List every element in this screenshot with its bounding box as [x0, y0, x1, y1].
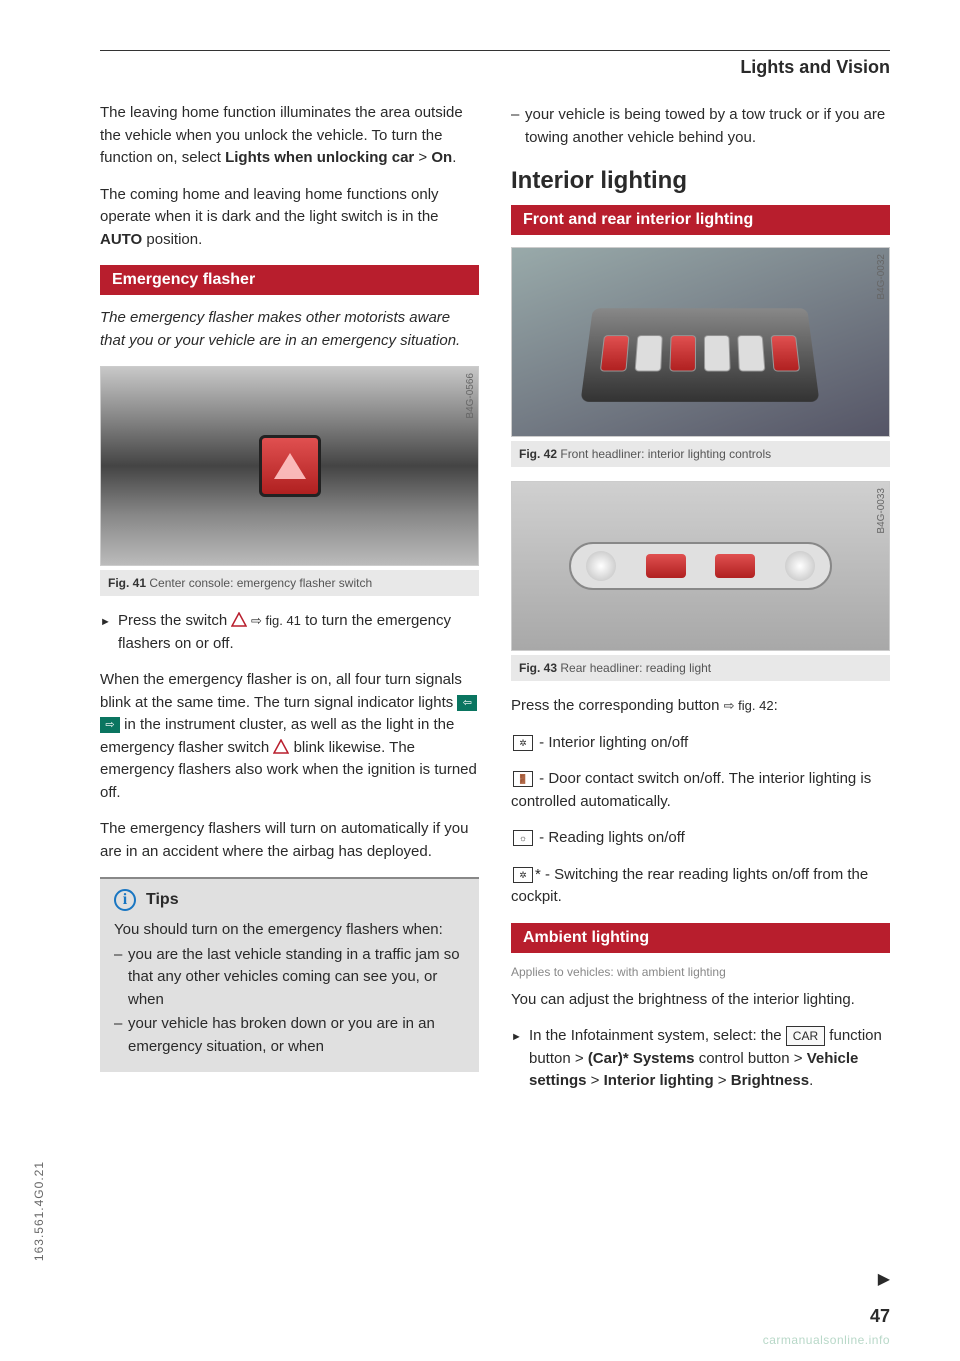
- lighting-option: ✲ - Interior lighting on/off: [511, 732, 890, 755]
- console-button-graphic: [670, 335, 697, 371]
- rear-console-graphic: [569, 542, 833, 590]
- text: >: [414, 149, 431, 166]
- console-button-graphic: [635, 335, 663, 371]
- bold-text: Interior lighting: [604, 1072, 714, 1089]
- hazard-button-graphic: [259, 435, 321, 497]
- press-button-paragraph: Press the corresponding button ⇨ fig. 42…: [511, 695, 890, 718]
- console-button-graphic: [704, 335, 731, 371]
- figure-41-caption: Fig. 41 Center console: emergency flashe…: [100, 570, 479, 596]
- figure-watermark: B4G-0032: [876, 254, 887, 300]
- text: Press the switch: [118, 612, 231, 629]
- infotainment-step: In the Infotainment system, select: the …: [511, 1025, 890, 1093]
- text: - Interior lighting on/off: [535, 734, 688, 751]
- interior-lighting-heading: Interior lighting: [511, 167, 890, 195]
- text: The coming home and leaving home functio…: [100, 186, 439, 226]
- figure-43-caption: Fig. 43 Rear headliner: reading light: [511, 655, 890, 681]
- text: When the emergency flasher is on, all fo…: [100, 671, 462, 711]
- right-column: your vehicle is being towed by a tow tru…: [511, 102, 890, 1107]
- auto-position-paragraph: The coming home and leaving home functio…: [100, 184, 479, 252]
- text: >: [587, 1072, 604, 1089]
- text: .: [452, 149, 456, 166]
- tips-box: i Tips You should turn on the emergency …: [100, 877, 479, 1072]
- bold-text: Lights when unlocking car: [225, 149, 414, 166]
- chapter-title: Lights and Vision: [100, 57, 890, 78]
- figure-label: Fig. 42: [519, 447, 557, 461]
- headliner-console-graphic: [581, 308, 820, 402]
- tips-content: You should turn on the emergency flasher…: [114, 919, 465, 1058]
- figure-reference: ⇨ fig. 41: [247, 613, 301, 628]
- door-contact-icon: 🚪: [513, 771, 533, 787]
- figure-label: Fig. 43: [519, 661, 557, 675]
- tips-label: Tips: [146, 891, 179, 909]
- console-button-graphic: [715, 554, 755, 578]
- tips-header: i Tips: [114, 889, 465, 911]
- emergency-flasher-heading: Emergency flasher: [100, 265, 479, 295]
- figure-watermark: B4G-0033: [876, 488, 887, 534]
- flasher-behavior-paragraph: When the emergency flasher is on, all fo…: [100, 669, 479, 804]
- auto-on-paragraph: The emergency flashers will turn on auto…: [100, 818, 479, 863]
- ambient-paragraph: You can adjust the brightness of the int…: [511, 989, 890, 1012]
- rear-reading-icon: ✲: [513, 867, 533, 883]
- figure-watermark: B4G-0566: [465, 373, 476, 419]
- tips-continuation: your vehicle is being towed by a tow tru…: [511, 104, 890, 149]
- right-arrow-indicator-icon: ⇨: [100, 717, 120, 733]
- info-icon: i: [114, 889, 136, 911]
- figure-41: B4G-0566: [100, 366, 479, 566]
- tip-item: your vehicle has broken down or you are …: [114, 1013, 465, 1058]
- press-switch-step: Press the switch ⇨ fig. 41 to turn the e…: [100, 610, 479, 655]
- tip-item: your vehicle is being towed by a tow tru…: [511, 104, 890, 149]
- lighting-option: 🚪 - Door contact switch on/off. The inte…: [511, 768, 890, 813]
- text: .: [809, 1072, 813, 1089]
- bold-text: On: [431, 149, 452, 166]
- reading-light-icon: ☼: [513, 830, 533, 846]
- text: In the Infotainment system, select: the: [529, 1027, 786, 1044]
- console-button-graphic: [738, 335, 766, 371]
- page-number: 47: [870, 1306, 890, 1327]
- text: - Door contact switch on/off. The interi…: [511, 770, 871, 810]
- figure-reference: ⇨ fig. 42: [724, 698, 774, 713]
- text: :: [774, 697, 778, 714]
- figure-42-caption: Fig. 42 Front headliner: interior lighti…: [511, 441, 890, 467]
- figure-caption-text: Center console: emergency flasher switch: [149, 576, 372, 590]
- left-arrow-indicator-icon: ⇦: [457, 695, 477, 711]
- text: * - Switching the rear reading lights on…: [511, 866, 868, 906]
- text: >: [714, 1072, 731, 1089]
- lighting-option: ✲* - Switching the rear reading lights o…: [511, 864, 890, 909]
- tip-item: you are the last vehicle standing in a t…: [114, 944, 465, 1012]
- reading-light-graphic: [586, 551, 616, 581]
- figure-42: B4G-0032: [511, 247, 890, 437]
- console-button-graphic: [771, 335, 801, 371]
- light-button-icon: ✲: [513, 735, 533, 751]
- emergency-flasher-desc: The emergency flasher makes other motori…: [100, 307, 479, 352]
- text: position.: [142, 231, 202, 248]
- text: - Reading lights on/off: [535, 829, 685, 846]
- figure-caption-text: Rear headliner: reading light: [560, 661, 711, 675]
- source-watermark: carmanualsonline.info: [763, 1333, 890, 1347]
- document-code: 163.561.4G0.21: [32, 1161, 46, 1261]
- bold-text: (Car)* Systems: [588, 1050, 695, 1067]
- bold-text: AUTO: [100, 231, 142, 248]
- continue-arrow-icon: ▶: [878, 1269, 890, 1289]
- lighting-option: ☼ - Reading lights on/off: [511, 827, 890, 850]
- reading-light-graphic: [785, 551, 815, 581]
- figure-43: B4G-0033: [511, 481, 890, 651]
- bold-text: Brightness: [731, 1072, 809, 1089]
- header-rule: [100, 50, 890, 51]
- ambient-lighting-heading: Ambient lighting: [511, 923, 890, 953]
- hazard-triangle-icon: [273, 739, 289, 755]
- applies-to-note: Applies to vehicles: with ambient lighti…: [511, 965, 890, 979]
- left-column: The leaving home function illuminates th…: [100, 102, 479, 1107]
- leaving-home-paragraph: The leaving home function illuminates th…: [100, 102, 479, 170]
- text: control button >: [695, 1050, 807, 1067]
- front-rear-heading: Front and rear interior lighting: [511, 205, 890, 235]
- car-button-icon: CAR: [786, 1026, 825, 1046]
- hazard-triangle-icon: [274, 453, 306, 479]
- console-button-graphic: [600, 335, 630, 371]
- hazard-triangle-icon: [231, 612, 247, 628]
- tips-intro: You should turn on the emergency flasher…: [114, 919, 465, 942]
- figure-label: Fig. 41: [108, 576, 146, 590]
- console-button-graphic: [646, 554, 686, 578]
- figure-caption-text: Front headliner: interior lighting contr…: [560, 447, 771, 461]
- text: Press the corresponding button: [511, 697, 724, 714]
